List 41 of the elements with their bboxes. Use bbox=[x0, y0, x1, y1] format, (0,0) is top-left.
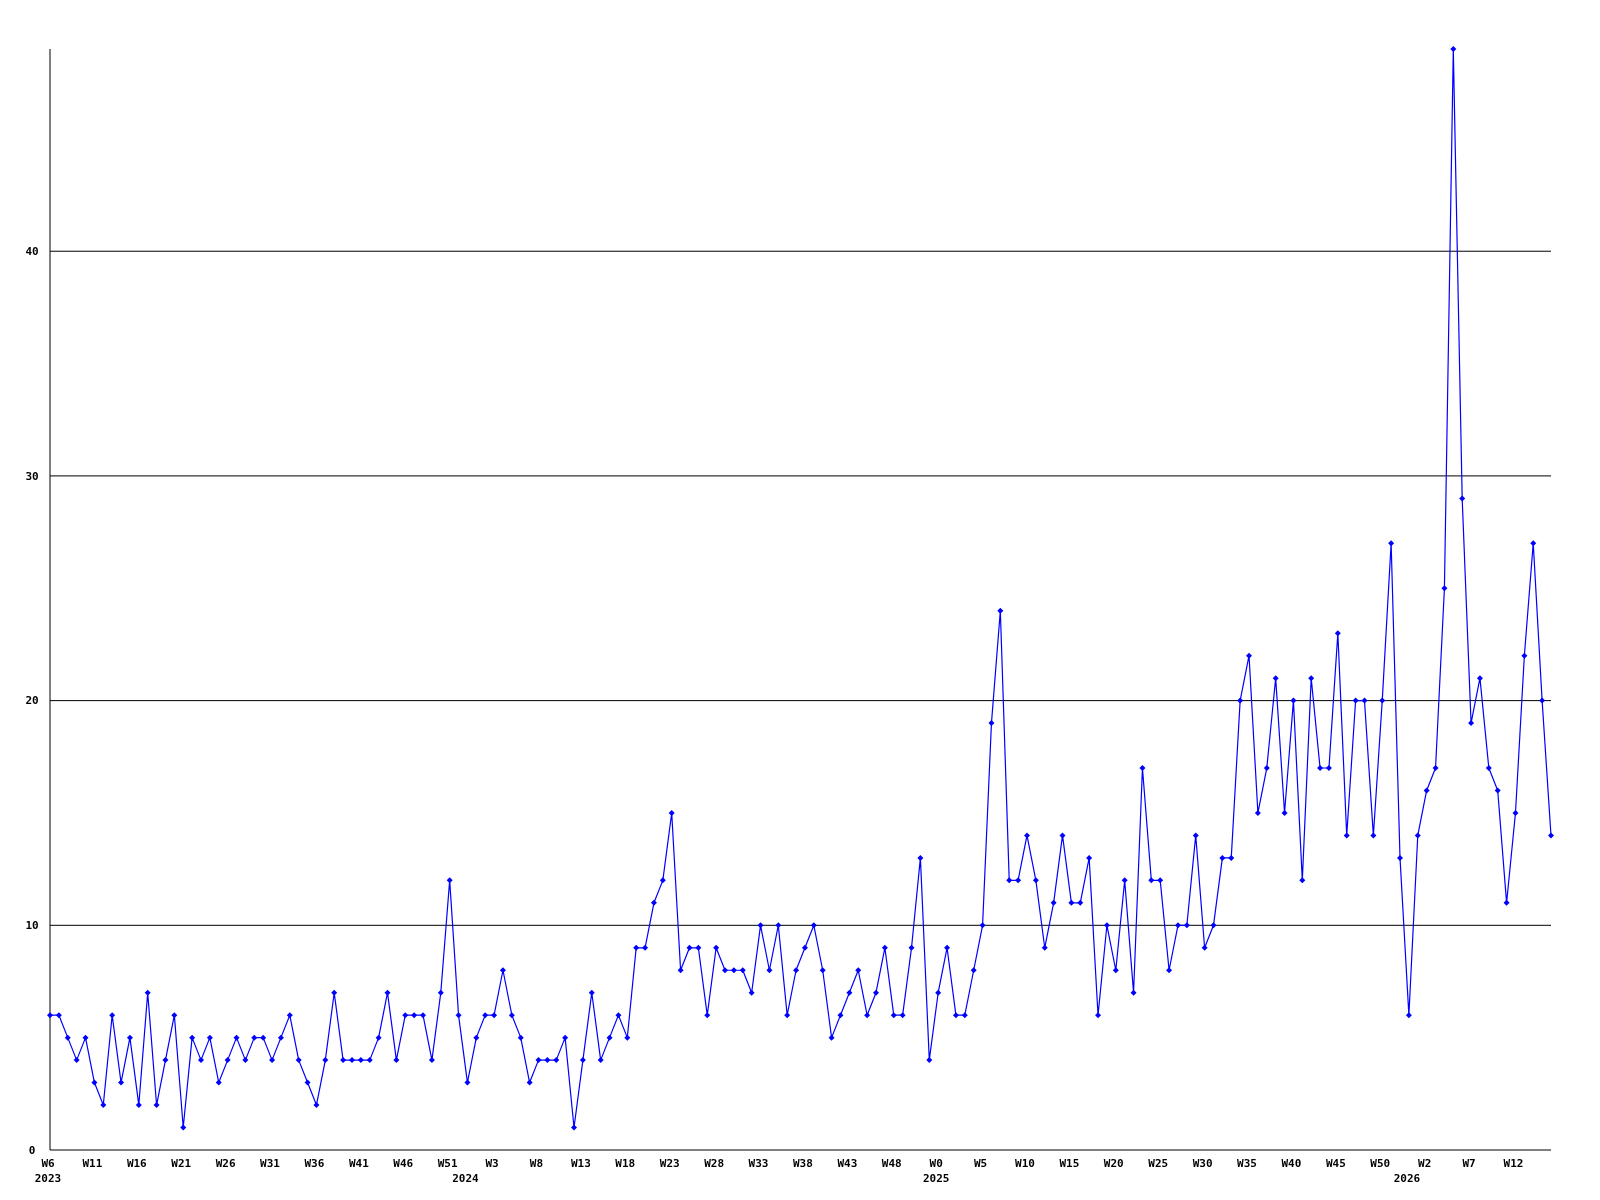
x-tick-label: W51 bbox=[437, 1157, 458, 1170]
x-tick-label: W35 bbox=[1237, 1157, 1257, 1170]
x-tick-label: W41 bbox=[348, 1157, 370, 1170]
x-tick-label: W33 bbox=[748, 1157, 769, 1170]
x-tick-label: W45 bbox=[1325, 1157, 1346, 1170]
x-tick-label: W30 bbox=[1192, 1157, 1213, 1170]
x-tick-label: W16 bbox=[126, 1157, 148, 1170]
y-tick-label: 0 bbox=[28, 1143, 36, 1157]
y-tick-label: 30 bbox=[25, 469, 39, 483]
x-tick-label: W12 bbox=[1503, 1157, 1524, 1170]
x-tick-label: W26 bbox=[215, 1157, 236, 1170]
x-tick-label: W21 bbox=[171, 1157, 192, 1170]
x-tick-label: W28 bbox=[704, 1157, 725, 1170]
x-tick-label: W50 bbox=[1370, 1157, 1391, 1170]
x-tick-label: W18 bbox=[615, 1157, 636, 1170]
x-tick-label: W7 bbox=[1462, 1157, 1476, 1170]
x-tick-label: W10 bbox=[1015, 1157, 1035, 1170]
x-tick-label: W36 bbox=[304, 1157, 325, 1170]
x-tick-label: 2024 bbox=[452, 1172, 480, 1185]
x-tick-label: W31 bbox=[260, 1157, 281, 1170]
x-tick-label: W8 bbox=[529, 1157, 544, 1170]
x-tick-label: W5 bbox=[973, 1157, 988, 1170]
x-tick-label: W11 bbox=[82, 1157, 103, 1170]
x-tick-label: W46 bbox=[393, 1157, 414, 1170]
x-tick-label: W25 bbox=[1148, 1157, 1169, 1170]
x-tick-label: 2026 bbox=[1393, 1172, 1421, 1185]
x-tick-label: W43 bbox=[837, 1157, 858, 1170]
x-tick-label: W0 2025 bbox=[922, 1157, 950, 1185]
x-tick-label: W13 bbox=[570, 1157, 591, 1170]
y-tick-label: 20 bbox=[25, 694, 39, 708]
x-tick-label: W23 bbox=[659, 1157, 680, 1170]
y-tick-label: 10 bbox=[25, 919, 39, 933]
x-tick-label: W38 bbox=[793, 1157, 813, 1170]
x-tick-label: W3 bbox=[485, 1157, 499, 1170]
x-tick-label: W2 bbox=[1418, 1157, 1432, 1170]
x-tick-label: W40 bbox=[1281, 1157, 1302, 1170]
x-tick-label: W6 2023 bbox=[34, 1157, 62, 1185]
x-tick-label: W20 bbox=[1103, 1157, 1124, 1170]
x-tick-label: W48 bbox=[881, 1157, 902, 1170]
x-tick-label: W15 bbox=[1059, 1157, 1080, 1170]
y-tick-label: 40 bbox=[25, 245, 39, 259]
